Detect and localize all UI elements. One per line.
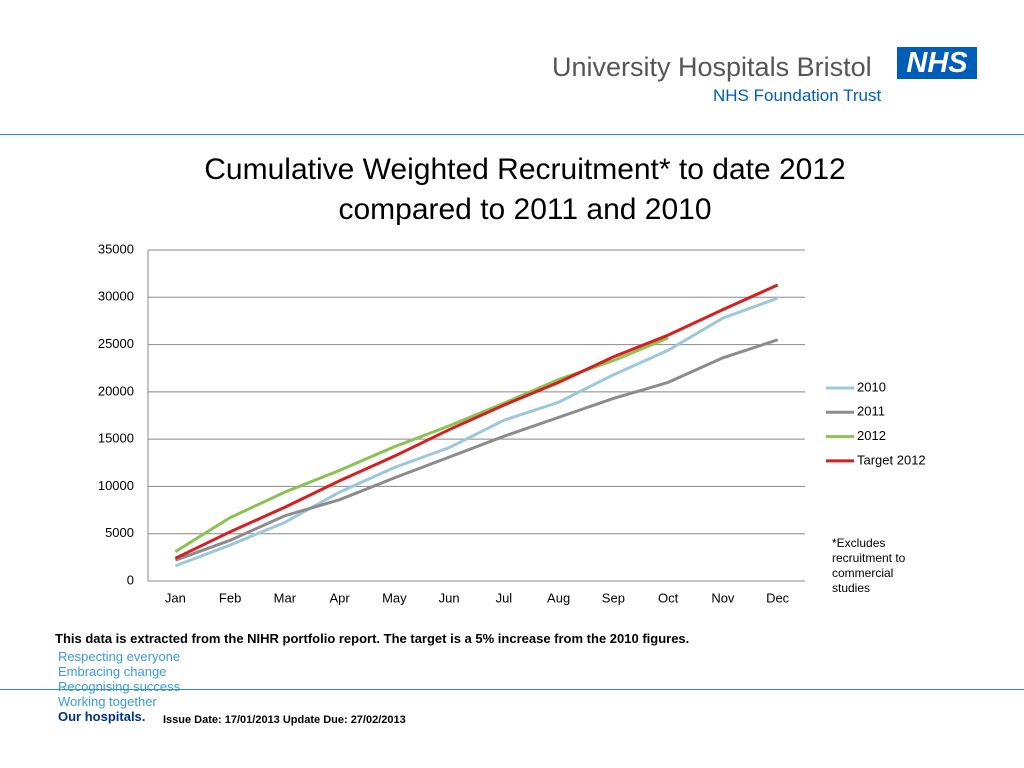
- value-item: Working together: [58, 694, 157, 709]
- x-tick-label: Jan: [165, 590, 186, 605]
- y-tick-label: 0: [127, 572, 134, 587]
- nhs-badge: NHS: [897, 47, 977, 79]
- series-line: [174, 283, 779, 560]
- y-tick-label: 10000: [98, 478, 134, 493]
- header-rule: [0, 134, 1024, 135]
- x-tick-label: Apr: [330, 590, 351, 605]
- legend-label: 2012: [857, 428, 886, 443]
- value-item: Embracing change: [58, 664, 167, 679]
- value-item: Recognising success: [58, 679, 181, 694]
- y-tick-label: 5000: [105, 525, 134, 540]
- series-line: [174, 338, 779, 562]
- y-tick-label: 25000: [98, 336, 134, 351]
- x-tick-label: Aug: [547, 590, 570, 605]
- x-tick-label: Feb: [219, 590, 241, 605]
- source-note: This data is extracted from the NIHR por…: [55, 631, 690, 646]
- annotation: *Excludes recruitment to commercial stud…: [832, 536, 906, 595]
- value-item: Respecting everyone: [58, 649, 181, 664]
- y-tick-label: 20000: [98, 383, 134, 398]
- y-tick-label: 15000: [98, 431, 134, 446]
- values-list: Respecting everyone Embracing change Recog…: [58, 649, 180, 724]
- series-line: [174, 336, 669, 553]
- organisation: University Hospitals Bristol: [552, 52, 872, 82]
- legend-label: 2010: [857, 379, 886, 394]
- x-tick-label: Oct: [658, 590, 679, 605]
- y-tick-label: 35000: [98, 241, 134, 256]
- legend-label: 2011: [857, 404, 885, 419]
- y-tick-label: 30000: [98, 289, 134, 304]
- footer-rule: [0, 689, 1024, 690]
- x-tick-label: Mar: [274, 590, 297, 605]
- x-tick-label: Jul: [496, 590, 513, 605]
- chart-title: Cumulative Weighted Recruitment* to date…: [204, 153, 846, 226]
- x-tick-label: Nov: [711, 590, 735, 605]
- x-tick-label: Sep: [602, 590, 625, 605]
- legend-label: Target 2012: [857, 452, 926, 467]
- x-tick-label: Dec: [766, 590, 790, 605]
- series-line: [174, 296, 779, 568]
- organisation-subtitle: NHS Foundation Trust: [713, 86, 882, 105]
- value-item: Our hospitals.: [58, 709, 146, 724]
- issue-note: Issue Date: 17/01/2013 Update Due: 27/02…: [163, 714, 406, 726]
- x-tick-label: Jun: [439, 590, 460, 605]
- x-tick-label: May: [382, 590, 407, 605]
